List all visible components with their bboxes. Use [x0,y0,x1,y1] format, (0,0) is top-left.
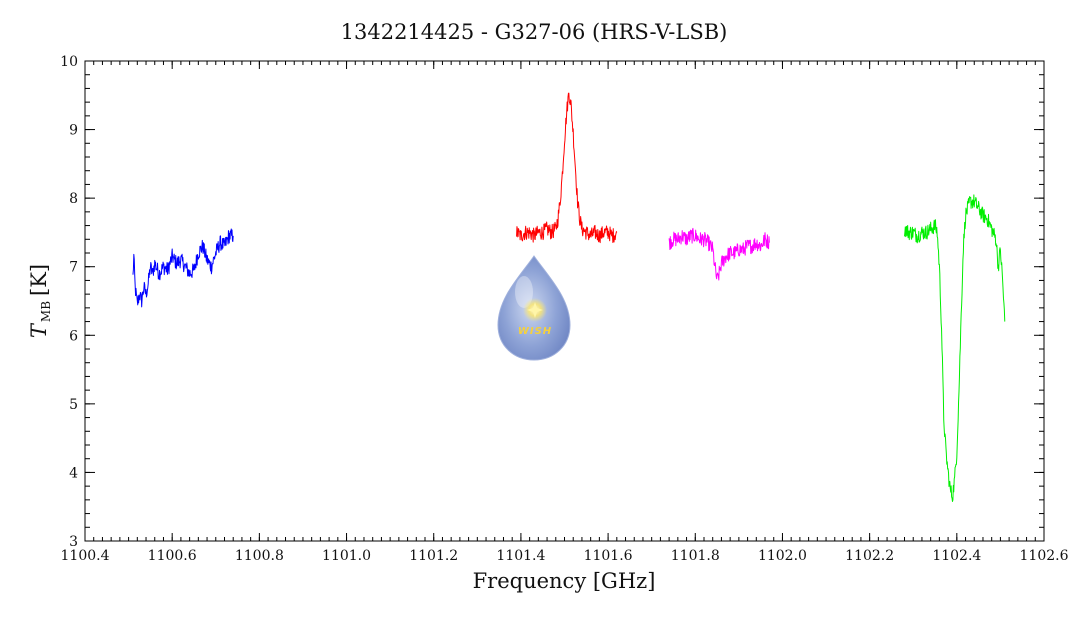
x-tick-label: 1100.4 [61,548,110,564]
x-tick-label: 1101.4 [496,548,545,564]
y-tick-label: 10 [60,54,78,70]
x-tick-label: 1102.6 [1020,548,1068,564]
x-tick-label: 1101.0 [322,548,371,564]
x-tick-label: 1101.8 [671,548,720,564]
series-line-3 [668,227,770,281]
y-tick-label: 7 [69,260,78,276]
y-axis: 3 4 5 6 7 8 9 10 [60,54,1044,550]
y-tick-label: 9 [69,123,78,139]
x-tick-label: 1101.6 [584,548,633,564]
y-axis-label-unit: [K] [27,264,51,296]
x-tick-label: 1102.4 [932,548,981,564]
x-tick-label: 1102.0 [758,548,807,564]
y-tick-label: 6 [69,328,78,344]
x-tick-label: 1100.8 [235,548,284,564]
x-tick-label: 1100.6 [148,548,197,564]
y-tick-label: 3 [69,534,78,550]
chart-title: 1342214425 - G327-06 (HRS-V-LSB) [341,20,728,44]
x-tick-label: 1102.2 [845,548,894,564]
y-tick-label: 5 [69,397,78,413]
x-axis-label: Frequency [GHz] [473,569,656,593]
series-line-2 [516,92,618,244]
series-line-1 [132,228,234,308]
y-axis-label-sub: MB [39,301,53,322]
logo-text: WISH [518,326,552,337]
wish-logo: WISH [497,255,571,361]
y-tick-label: 8 [69,191,78,207]
x-axis: 1100.4 1100.6 1100.8 1101.0 1101.2 1101.4 1101… [61,61,1068,564]
x-tick-label: 1101.2 [409,548,458,564]
y-tick-label: 4 [69,465,78,481]
y-axis-label: TMB [K] [27,264,53,338]
y-axis-label-main: T [27,322,51,338]
star-icon [527,302,543,318]
series-line-4 [904,194,1006,502]
series-layer [132,92,1006,502]
